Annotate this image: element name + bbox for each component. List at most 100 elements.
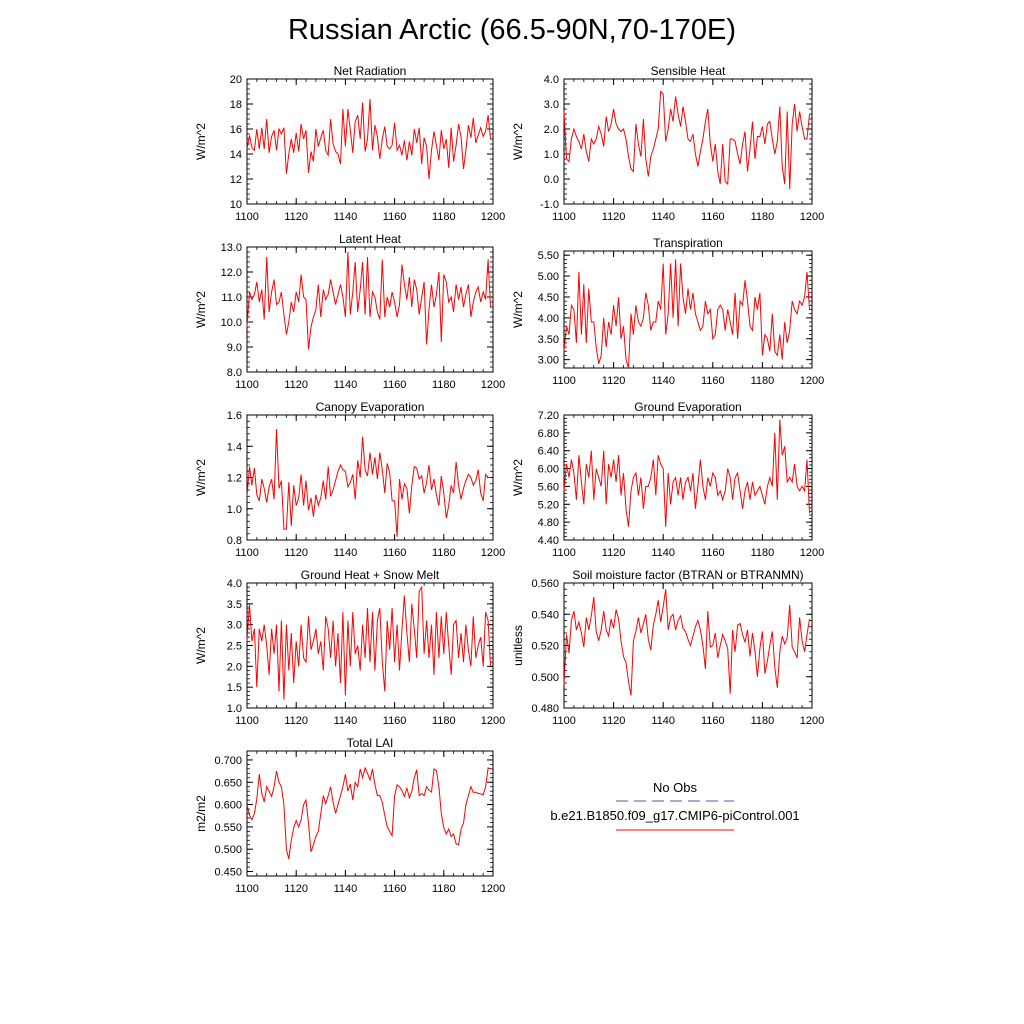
legend: No Obs b.e21.B1850.f09_g17.CMIP6-piContr… [550, 780, 800, 831]
panel-title: Canopy Evaporation [316, 400, 425, 414]
y-tick-label: 0.560 [531, 578, 559, 590]
y-axis-label: W/m^2 [511, 459, 525, 496]
x-tick-label: 1160 [701, 375, 725, 387]
x-tick-label: 1140 [651, 211, 675, 223]
x-tick-label: 1100 [552, 547, 576, 559]
x-tick-label: 1120 [284, 211, 308, 223]
y-tick-label: 3.0 [227, 620, 242, 632]
panel-title: Ground Evaporation [634, 400, 741, 414]
series-line [246, 585, 491, 700]
y-tick-label: 7.20 [538, 410, 559, 422]
x-tick-label: 1180 [751, 547, 775, 559]
series-line [563, 90, 810, 190]
y-tick-label: 6.80 [538, 428, 559, 440]
y-tick-label: 3.5 [227, 599, 242, 611]
y-tick-label: 8.0 [227, 367, 242, 379]
series-line [246, 766, 491, 860]
y-tick-label: 4.80 [538, 517, 559, 529]
y-tick-label: 2.0 [227, 661, 242, 673]
x-tick-label: 1120 [602, 547, 626, 559]
series-line [246, 251, 491, 350]
y-axis-label: m2/m2 [194, 795, 208, 832]
y-tick-label: 10.0 [221, 317, 242, 329]
x-tick-label: 1160 [383, 211, 407, 223]
x-tick-label: 1120 [284, 547, 308, 559]
x-tick-label: 1100 [552, 375, 576, 387]
figure-title: Russian Arctic (66.5-90N,70-170E) [287, 14, 737, 46]
y-tick-label: 4.0 [227, 578, 242, 590]
y-tick-label: 3.50 [538, 334, 559, 346]
x-tick-label: 1180 [432, 379, 456, 391]
panel-title: Latent Heat [339, 232, 402, 246]
x-tick-label: 1160 [701, 211, 725, 223]
y-tick-label: 3.0 [544, 99, 559, 111]
x-tick-label: 1180 [432, 883, 456, 895]
panel-frame [246, 246, 494, 373]
y-tick-label: -1.0 [540, 199, 559, 211]
y-tick-label: 0.480 [531, 703, 559, 715]
x-tick-label: 1180 [432, 211, 456, 223]
y-tick-label: 6.00 [538, 464, 559, 476]
y-tick-label: 0.600 [214, 800, 242, 812]
panel-frame [246, 78, 494, 205]
panel-frame [563, 582, 813, 709]
x-tick-label: 1140 [334, 715, 358, 727]
x-tick-label: 1120 [284, 379, 308, 391]
x-tick-label: 1200 [800, 547, 824, 559]
x-tick-label: 1120 [602, 375, 626, 387]
series-line [563, 589, 810, 696]
x-tick-label: 1100 [235, 547, 259, 559]
y-tick-label: 4.50 [538, 292, 559, 304]
x-tick-label: 1200 [481, 547, 505, 559]
x-tick-label: 1180 [751, 715, 775, 727]
x-tick-label: 1160 [701, 715, 725, 727]
y-tick-label: 1.6 [227, 410, 242, 422]
y-tick-label: 1.5 [227, 682, 242, 694]
x-tick-label: 1200 [481, 211, 505, 223]
x-tick-label: 1140 [334, 211, 358, 223]
y-tick-label: 10 [230, 199, 242, 211]
y-tick-label: 0.0 [544, 174, 559, 186]
x-tick-label: 1100 [235, 715, 259, 727]
y-tick-label: 0.8 [227, 535, 242, 547]
x-tick-label: 1200 [481, 715, 505, 727]
panel-title: Net Radiation [334, 64, 407, 78]
y-tick-label: 5.00 [538, 271, 559, 283]
panel-5: Canopy Evaporation W/m^2 1100 1120 1140 1160 1… [194, 400, 505, 559]
y-tick-label: 13.0 [221, 242, 242, 254]
x-tick-label: 1180 [432, 547, 456, 559]
x-tick-label: 1140 [334, 547, 358, 559]
y-tick-label: 0.540 [531, 609, 559, 621]
x-tick-label: 1160 [701, 547, 725, 559]
panel-title: Total LAI [347, 736, 394, 750]
x-tick-label: 1140 [651, 715, 675, 727]
panel-title: Sensible Heat [651, 64, 726, 78]
y-tick-label: 1.0 [544, 149, 559, 161]
x-tick-label: 1180 [432, 715, 456, 727]
x-tick-label: 1180 [751, 211, 775, 223]
y-tick-label: 4.00 [538, 313, 559, 325]
panel-title: Transpiration [653, 236, 723, 250]
x-tick-label: 1120 [284, 883, 308, 895]
x-tick-label: 1120 [602, 715, 626, 727]
y-tick-label: 0.650 [214, 777, 242, 789]
x-tick-label: 1160 [383, 547, 407, 559]
y-tick-label: 9.0 [227, 342, 242, 354]
panel-title: Soil moisture factor (BTRAN or BTRANMN) [572, 568, 803, 582]
y-tick-label: 16 [230, 124, 242, 136]
series-line [246, 98, 491, 180]
series-line [246, 429, 491, 537]
x-tick-label: 1140 [651, 547, 675, 559]
y-tick-label: 5.20 [538, 499, 559, 511]
y-tick-label: 1.0 [227, 703, 242, 715]
panel-4: Transpiration W/m^2 1100 1120 1140 1160 1180 12… [511, 236, 824, 387]
y-axis-label: W/m^2 [511, 123, 525, 160]
x-tick-label: 1200 [481, 883, 505, 895]
y-tick-label: 5.60 [538, 481, 559, 493]
x-tick-label: 1160 [383, 379, 407, 391]
y-tick-label: 14 [230, 149, 242, 161]
series-line [563, 419, 810, 527]
panel-1: Net Radiation W/m^2 1100 1120 1140 1160 1180 12… [194, 64, 505, 223]
y-tick-label: 0.520 [531, 641, 559, 653]
x-tick-label: 1200 [800, 375, 824, 387]
